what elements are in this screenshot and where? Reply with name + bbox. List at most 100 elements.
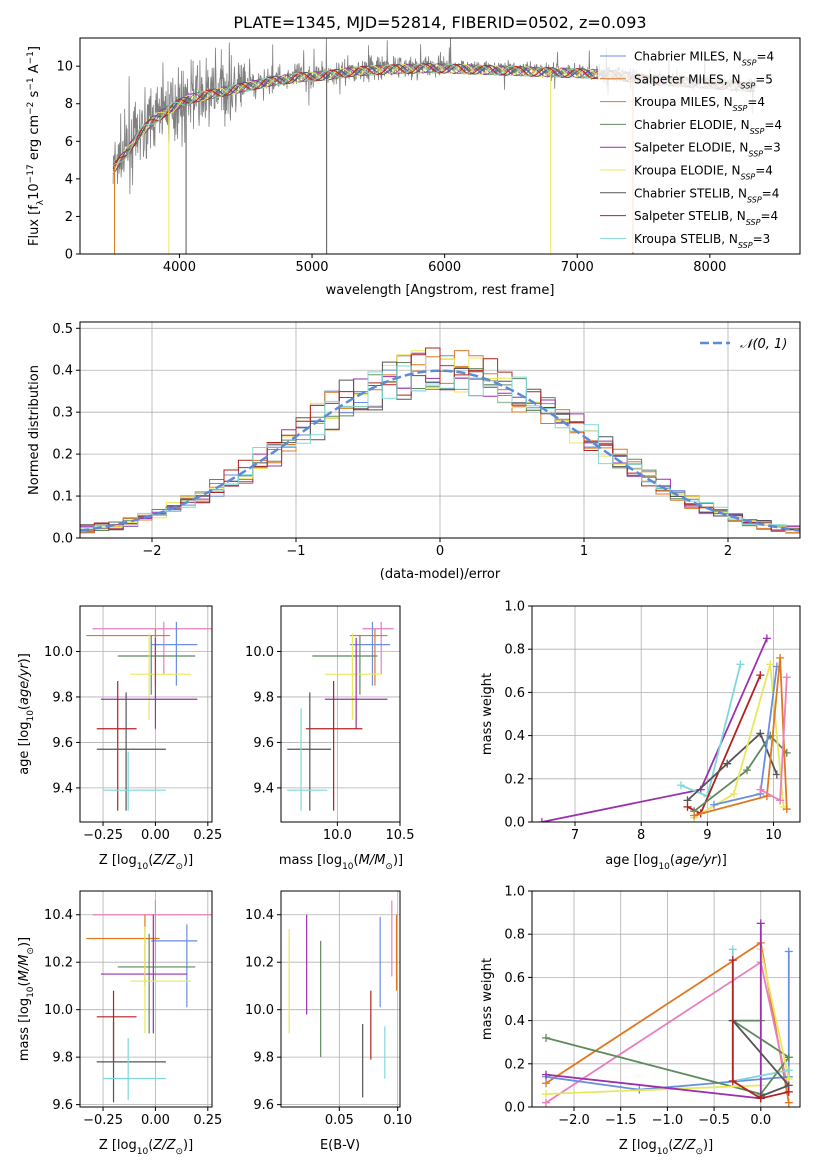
legend-entry: Chabrier STELIB, NSSP=4 bbox=[634, 186, 779, 204]
legend-text-part: =4 bbox=[760, 209, 778, 223]
y-tick-label: 9.8 bbox=[52, 690, 73, 705]
legend-text-part: Chabrier ELODIE, N bbox=[634, 118, 750, 132]
weight-marker bbox=[683, 796, 692, 805]
y-tick-label: 8 bbox=[65, 97, 73, 112]
label-part: λ bbox=[36, 199, 46, 205]
y-tick-label: 0.2 bbox=[504, 772, 525, 787]
axes-frame bbox=[531, 890, 801, 1108]
y-tick-label: 10 bbox=[56, 60, 73, 75]
weight-marker bbox=[776, 796, 785, 805]
weight-line bbox=[731, 960, 790, 1100]
legend-text-part: Salpeter MILES, N bbox=[634, 72, 741, 86]
residual-histogram bbox=[80, 365, 800, 534]
weight-marker bbox=[784, 1066, 793, 1075]
weight-marker bbox=[782, 805, 791, 814]
y-tick-label: 9.4 bbox=[253, 781, 274, 796]
label-part: ⊙ bbox=[385, 862, 393, 872]
y-tick-label: 0.6 bbox=[504, 971, 525, 986]
y-tick-label: 0.4 bbox=[504, 1014, 525, 1029]
label-part: Z [log bbox=[99, 853, 137, 868]
y-tick-label: 10.4 bbox=[44, 908, 73, 923]
label-part: mass weight bbox=[480, 958, 495, 1040]
y-tick-label: 0.0 bbox=[52, 532, 73, 547]
plot-area-mass-vs-Z bbox=[80, 891, 212, 1107]
y-tick-label: 9.8 bbox=[253, 690, 274, 705]
legend-text-part: =3 bbox=[763, 141, 781, 155]
legend-text-part: =4 bbox=[756, 50, 774, 64]
x-tick-label: 0.25 bbox=[193, 828, 222, 843]
x-axis-label: (data-model)/error bbox=[380, 567, 501, 582]
weight-marker bbox=[784, 1053, 793, 1062]
y-tick-label: 0.4 bbox=[52, 364, 73, 379]
legend-text-part: =5 bbox=[755, 72, 773, 86]
label-part: mass weight bbox=[480, 673, 495, 755]
panel-mass-vs-Z: Z [log10(Z/Z⊙)]mass [log10(M/M⊙)]−0.25 0.… bbox=[17, 890, 222, 1157]
weight-marker bbox=[766, 660, 775, 669]
legend-text-part: Kroupa MILES, N bbox=[634, 95, 733, 109]
label-part: s bbox=[27, 90, 42, 101]
legend-entry: Salpeter ELODIE, NSSP=3 bbox=[634, 141, 781, 159]
axes-frame bbox=[280, 890, 401, 1108]
legend-text-part: SSP bbox=[746, 218, 761, 227]
weight-marker bbox=[782, 673, 791, 682]
x-tick-label: −0.25 bbox=[83, 1113, 123, 1128]
legend-entry: Kroupa ELODIE, NSSP=4 bbox=[634, 164, 773, 182]
legend-entry: Salpeter MILES, NSSP=5 bbox=[634, 72, 773, 90]
weight-marker bbox=[542, 1033, 551, 1042]
y-tick-label: 0.0 bbox=[504, 1101, 525, 1116]
legend-text-part: Kroupa STELIB, N bbox=[634, 232, 738, 246]
y-tick-label: 9.6 bbox=[52, 736, 73, 751]
weight-marker bbox=[709, 800, 718, 809]
x-tick-label: 0 bbox=[436, 544, 444, 559]
y-tick-label: 0.3 bbox=[52, 406, 73, 421]
x-tick-label: 1 bbox=[580, 544, 588, 559]
x-tick-label: −2 bbox=[142, 544, 161, 559]
legend-text-part: Chabrier STELIB, N bbox=[634, 186, 747, 200]
y-axis-label: mass weight bbox=[480, 673, 495, 755]
x-axis-label: Z [log10(Z/Z⊙)] bbox=[619, 1138, 713, 1157]
x-tick-label: 8000 bbox=[693, 260, 726, 275]
weight-marker bbox=[762, 634, 771, 643]
legend-text-part: SSP bbox=[747, 195, 762, 204]
weight-marker bbox=[728, 945, 737, 954]
label-part: age/yr bbox=[675, 853, 718, 868]
y-tick-label: 0.5 bbox=[52, 322, 73, 337]
label-part: M/M bbox=[359, 853, 386, 868]
weight-marker bbox=[542, 1070, 551, 1079]
legend-text-part: =4 bbox=[764, 118, 782, 132]
weight-line bbox=[545, 923, 762, 1100]
y-axis-label: age [log10(age/yr)] bbox=[17, 653, 36, 775]
legend-text-part: SSP bbox=[733, 104, 748, 113]
x-tick-label: 0.00 bbox=[141, 1113, 170, 1128]
label-part: 10 bbox=[137, 1147, 149, 1157]
weight-marker bbox=[676, 781, 685, 790]
y-tick-label: 9.6 bbox=[253, 736, 274, 751]
y-tick-label: 0.8 bbox=[504, 643, 525, 658]
weight-marker bbox=[736, 660, 745, 669]
label-part: Z [log bbox=[619, 1138, 657, 1153]
legend-text-part: Kroupa ELODIE, N bbox=[634, 164, 741, 178]
weight-marker bbox=[772, 770, 781, 779]
label-part: 10 bbox=[26, 710, 36, 722]
weight-marker bbox=[756, 671, 765, 680]
label-part: Normed distribution bbox=[27, 365, 42, 495]
x-tick-label: 10.5 bbox=[386, 828, 415, 843]
x-tick-label: 10.0 bbox=[323, 828, 352, 843]
weight-marker bbox=[756, 785, 765, 794]
label-part: M/M bbox=[17, 955, 32, 982]
y-axis-label: Normed distribution bbox=[27, 365, 42, 495]
label-part: ( bbox=[668, 1138, 673, 1153]
x-axis-label: E(B-V) bbox=[320, 1138, 360, 1153]
normal-curve bbox=[80, 369, 800, 532]
label-part: )] bbox=[17, 653, 32, 663]
label-part: )] bbox=[393, 853, 403, 868]
x-tick-label: −0.25 bbox=[83, 828, 123, 843]
label-part: ( bbox=[148, 1138, 153, 1153]
axes-frame bbox=[79, 37, 801, 255]
label-part: (data-model)/error bbox=[380, 567, 501, 582]
legend-text-part: Salpeter ELODIE, N bbox=[634, 141, 748, 155]
label-part: erg cm bbox=[27, 115, 42, 164]
y-tick-label: 0.6 bbox=[504, 686, 525, 701]
